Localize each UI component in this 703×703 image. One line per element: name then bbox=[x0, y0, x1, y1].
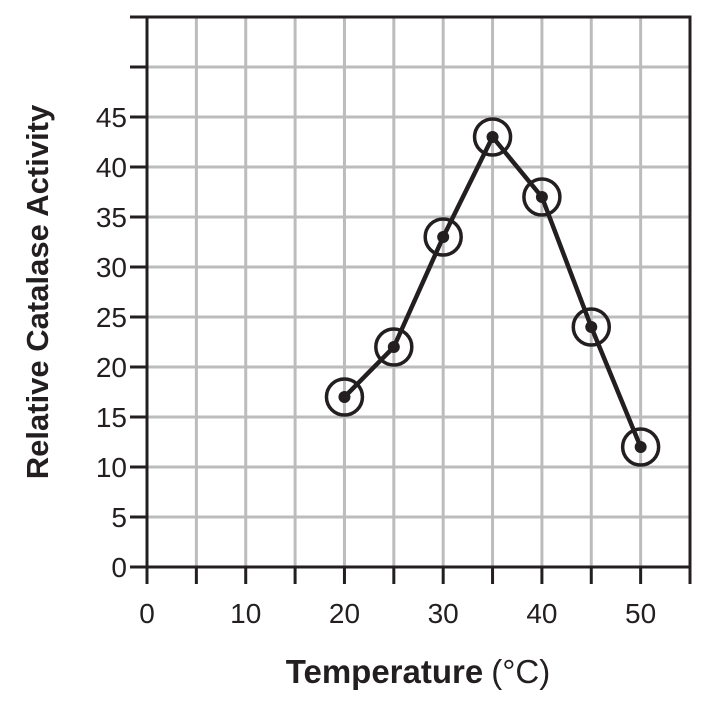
y-tick-label: 40 bbox=[96, 152, 127, 183]
x-tick-label: 10 bbox=[230, 598, 261, 629]
data-point-ring bbox=[324, 377, 365, 417]
y-tick-label: 5 bbox=[111, 502, 127, 533]
axes bbox=[130, 15, 692, 584]
data-point bbox=[387, 341, 400, 353]
data-point bbox=[535, 191, 548, 203]
y-tick-label: 0 bbox=[111, 552, 127, 583]
data-point-ring bbox=[374, 327, 414, 367]
x-axis-label-text: Temperature bbox=[286, 653, 483, 690]
y-tick-label: 30 bbox=[96, 252, 127, 283]
data-point-ring bbox=[571, 307, 612, 347]
plot-frame bbox=[145, 15, 692, 569]
data-point-ring bbox=[522, 177, 562, 217]
y-tick-label: 10 bbox=[96, 452, 127, 483]
x-tick-label: 40 bbox=[526, 598, 557, 629]
data-point bbox=[585, 321, 598, 333]
y-axis-label: Relative Catalase Activity bbox=[20, 104, 55, 479]
x-tick-label: 50 bbox=[625, 598, 656, 629]
data-point-ring bbox=[620, 427, 661, 467]
data-point-ring bbox=[423, 217, 463, 257]
data-point bbox=[338, 391, 351, 403]
data-point-ring bbox=[472, 117, 513, 157]
x-tick-label: 30 bbox=[428, 598, 459, 629]
data-point bbox=[437, 231, 450, 243]
x-axis-label: Temperature (°C) bbox=[286, 653, 550, 690]
y-tick-label: 20 bbox=[96, 352, 127, 383]
grid bbox=[147, 17, 690, 567]
data-point bbox=[634, 441, 647, 453]
x-tick-label: 0 bbox=[139, 598, 155, 629]
data-point bbox=[486, 131, 499, 143]
tick-labels: 0 10 20 30 40 50 0 5 10 15 20 25 30 35 40 45 bbox=[96, 102, 656, 629]
series bbox=[324, 117, 661, 467]
x-axis-label-unit: (°C) bbox=[491, 653, 550, 690]
x-tick-label: 20 bbox=[329, 598, 360, 629]
y-tick-label: 35 bbox=[96, 202, 127, 233]
y-tick-label: 25 bbox=[96, 302, 127, 333]
y-tick-label: 15 bbox=[96, 402, 127, 433]
y-tick-label: 45 bbox=[96, 102, 127, 133]
